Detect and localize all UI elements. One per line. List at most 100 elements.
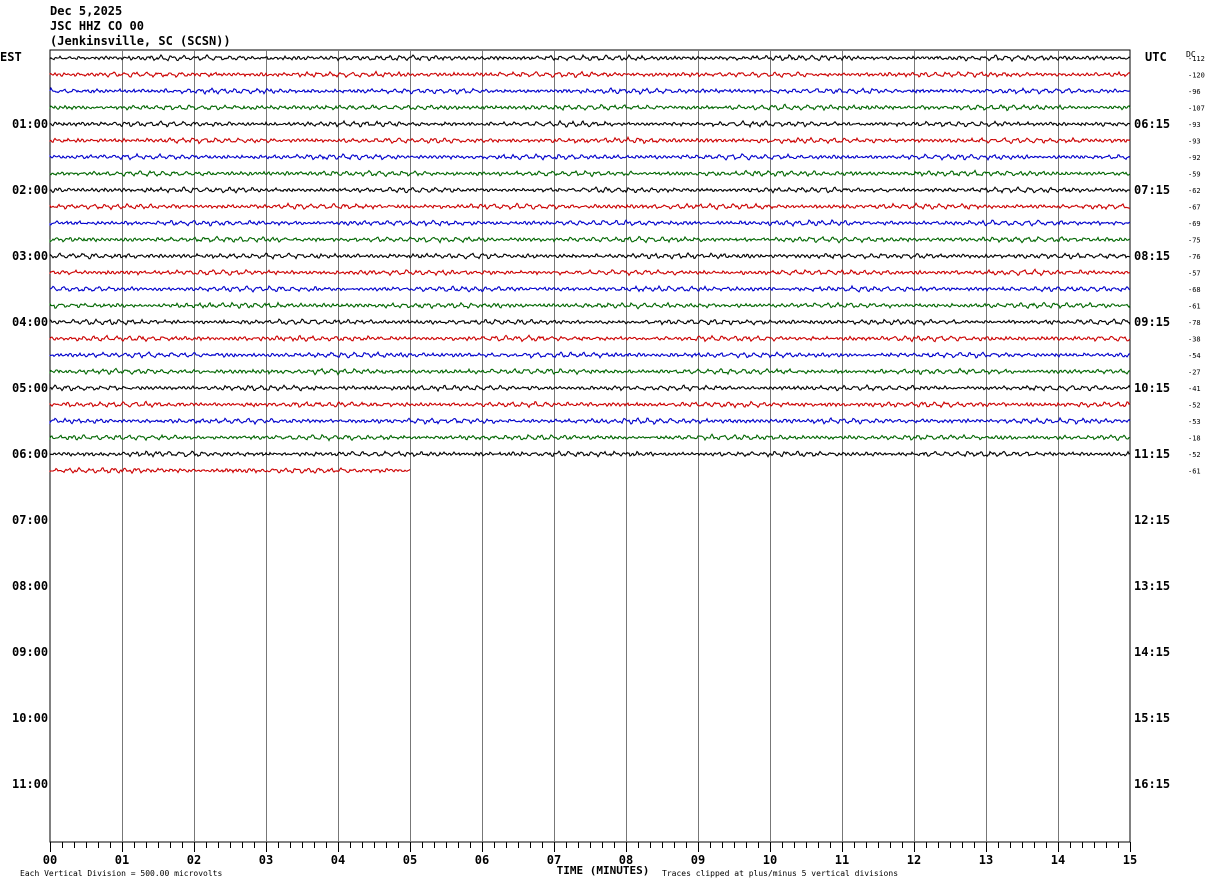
dc-offset-label: -41 [1188,385,1201,393]
clip-note: Traces clipped at plus/minus 5 vertical … [662,869,898,878]
seismic-trace [49,70,1131,79]
seismic-trace [49,268,1131,277]
dc-offset-label: -112 [1188,55,1205,63]
dc-offset-label: -54 [1188,352,1201,360]
x-tick-label: 01 [115,853,129,867]
seismic-trace [49,284,1131,293]
dc-offset-label: -67 [1188,204,1201,212]
dc-offset-label: -96 [1188,88,1201,96]
x-tick-label: 00 [43,853,57,867]
utc-hour-label: 15:15 [1134,711,1170,725]
seismic-trace [49,351,1131,359]
header-date: Dec 5,2025 [50,4,123,18]
dc-offset-label: -93 [1188,121,1201,129]
x-tick-label: 09 [691,853,705,867]
seismic-trace [49,169,1131,178]
left-timezone-label: EST [0,50,22,64]
utc-hour-label: 14:15 [1134,645,1170,659]
axis-labels: EST UTC DC TIME (MINUTES) Each Vertical … [0,50,1205,878]
dc-offset-label: -61 [1188,468,1201,476]
header-location: (Jenkinsville, SC (SCSN)) [50,34,231,48]
est-hour-label: 07:00 [12,513,48,527]
x-tick-label: 07 [547,853,561,867]
utc-hour-label: 11:15 [1134,447,1170,461]
dc-offset-label: -61 [1188,303,1201,311]
x-tick-label: 05 [403,853,417,867]
seismic-trace [49,202,1130,211]
est-hour-label: 01:00 [12,117,48,131]
utc-hour-label: 09:15 [1134,315,1170,329]
dc-offset-label: -27 [1188,369,1201,377]
x-tick-label: 02 [187,853,201,867]
est-hour-label: 11:00 [12,777,48,791]
seismic-trace [49,450,1131,458]
est-hour-label: 08:00 [12,579,48,593]
utc-hour-label: 16:15 [1134,777,1170,791]
x-tick-label: 15 [1123,853,1137,867]
seismic-trace [49,135,1131,145]
seismic-trace [49,103,1131,112]
x-tick-label: 03 [259,853,273,867]
right-timezone-label: UTC [1145,50,1167,64]
utc-hour-label: 07:15 [1134,183,1170,197]
est-hour-label: 02:00 [12,183,48,197]
seismic-trace [49,367,1131,376]
x-tick-label: 12 [907,853,921,867]
seismic-trace [49,400,1131,409]
header-station: JSC HHZ CO 00 [50,19,144,33]
dc-offset-label: -78 [1188,319,1201,327]
utc-hour-label: 12:15 [1134,513,1170,527]
dc-offset-label: -38 [1188,336,1201,344]
seismic-trace [49,416,1131,426]
seismic-trace [49,119,1131,129]
est-hour-label: 09:00 [12,645,48,659]
dc-offset-label: -57 [1188,270,1201,278]
x-tick-label: 13 [979,853,993,867]
dc-offset-label: -59 [1188,171,1201,179]
dc-offset-label: -52 [1188,402,1201,410]
seismic-trace [49,318,1131,327]
plot-frame [49,49,1131,843]
utc-hour-label: 13:15 [1134,579,1170,593]
seismic-trace [49,86,1131,96]
seismic-trace [49,235,1131,244]
dc-offset-label: -18 [1188,435,1201,443]
dc-offset-label: -52 [1188,451,1201,459]
est-hour-label: 05:00 [12,381,48,395]
seismic-trace [49,433,1130,442]
utc-hour-label: 08:15 [1134,249,1170,263]
x-tick-label: 10 [763,853,777,867]
dc-offset-label: -62 [1188,187,1201,195]
dc-offset-label: -76 [1188,253,1201,261]
dc-offset-label: -68 [1188,286,1201,294]
x-tick-label: 06 [475,853,489,867]
seismic-trace [49,383,1131,393]
dc-offset-label: -53 [1188,418,1201,426]
traces [49,53,1131,475]
dc-offset-label: -107 [1188,105,1205,113]
seismic-trace [49,219,1131,228]
seismic-trace [49,53,1131,63]
seismic-trace [49,334,1131,343]
seismic-trace [49,186,1131,194]
plot-header: Dec 5,2025 JSC HHZ CO 00 (Jenkinsville, … [50,4,231,49]
utc-hour-label: 10:15 [1134,381,1170,395]
est-hour-label: 04:00 [12,315,48,329]
est-hour-label: 06:00 [12,447,48,461]
dc-column-label: DC [1186,50,1196,59]
scale-note: Each Vertical Division = 500.00 microvol… [20,869,222,878]
grid [49,49,1131,852]
seismic-trace [49,252,1131,260]
x-axis-title: TIME (MINUTES) [557,864,650,877]
utc-hour-label: 06:15 [1134,117,1170,131]
dc-offset-label: -120 [1188,72,1205,80]
x-tick-label: 04 [331,853,345,867]
dc-offset-label: -69 [1188,220,1201,228]
dc-offset-label: -93 [1188,138,1201,146]
seismic-trace [49,152,1131,161]
x-tick-label: 14 [1051,853,1065,867]
est-hour-label: 10:00 [12,711,48,725]
x-tick-label: 11 [835,853,849,867]
dc-offset-label: -75 [1188,237,1201,245]
